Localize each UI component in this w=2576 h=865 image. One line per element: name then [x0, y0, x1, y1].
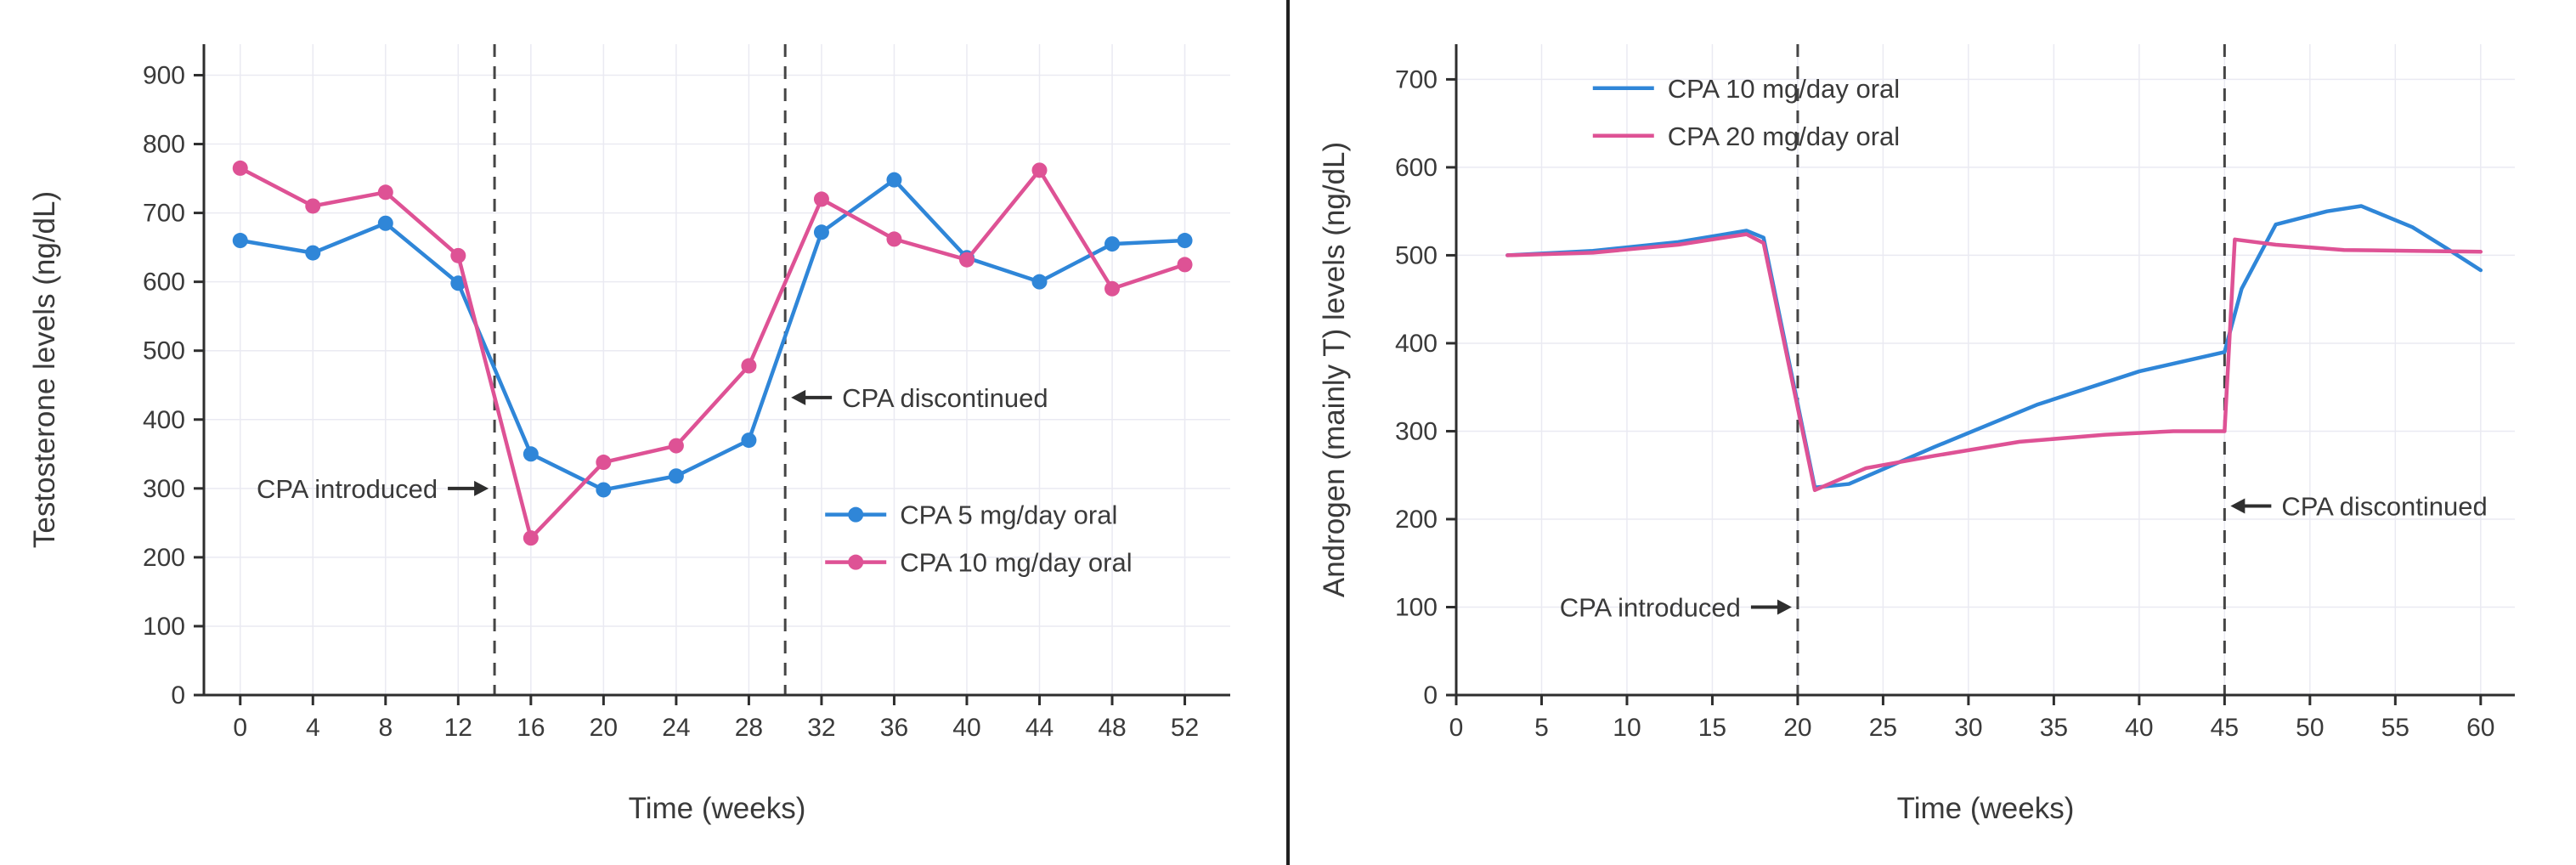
testosterone-chart-legend: CPA 5 mg/day oral CPA 10 mg/day oral [825, 500, 1133, 578]
svg-text:28: 28 [735, 714, 763, 742]
testosterone-chart-annotation-0: CPA introduced [257, 474, 489, 504]
svg-text:55: 55 [2381, 714, 2409, 742]
testosterone-chart-panel: 0 4 8 12 16 20 24 28 32 36 40 44 48 52 0 100 200 300 400 50… [0, 0, 1286, 865]
svg-text:700: 700 [1395, 65, 1438, 93]
androgen-chart-svg: 0 5 10 15 20 25 30 35 40 45 50 55 600100200300400500… [1318, 44, 2515, 825]
svg-text:44: 44 [1025, 714, 1054, 742]
svg-text:800: 800 [143, 131, 185, 159]
svg-text:400: 400 [1395, 330, 1438, 358]
svg-text:45: 45 [2211, 714, 2239, 742]
testosterone-chart-gridlines [204, 44, 1230, 695]
androgen-chart-ylabel: Androgen (mainly T) levels (ng/dL) [1318, 142, 1351, 597]
svg-text:900: 900 [143, 61, 185, 89]
svg-text:32: 32 [807, 714, 835, 742]
svg-text:52: 52 [1171, 714, 1199, 742]
testosterone-chart-svg: 0 4 8 12 16 20 24 28 32 36 40 44 48 52010020030040050… [28, 44, 1230, 825]
androgen-chart-legend-label-1: CPA 20 mg/day oral [1668, 122, 1900, 151]
svg-text:0: 0 [233, 714, 247, 742]
androgen-chart-series-0 [1505, 204, 2483, 489]
svg-text:12: 12 [444, 714, 472, 742]
svg-text:60: 60 [2466, 714, 2494, 742]
testosterone-chart-annotation-1: CPA discontinued [791, 383, 1048, 413]
svg-text:10: 10 [1613, 714, 1641, 742]
svg-text:35: 35 [2040, 714, 2068, 742]
svg-text:20: 20 [1783, 714, 1811, 742]
svg-text:0: 0 [1449, 714, 1464, 742]
androgen-chart-series-1 [1505, 232, 2483, 493]
testosterone-chart: 0 4 8 12 16 20 24 28 32 36 40 44 48 52010020030040050… [28, 44, 1230, 825]
testosterone-chart-series-1 [238, 166, 1187, 540]
testosterone-chart-tick-labels: 0 4 8 12 16 20 24 28 32 36 40 44 48 52010020030040050… [143, 61, 1199, 742]
svg-text:16: 16 [517, 714, 545, 742]
svg-text:20: 20 [590, 714, 618, 742]
svg-text:50: 50 [2296, 714, 2324, 742]
testosterone-chart-series-0 [238, 178, 1187, 492]
svg-text:8: 8 [378, 714, 393, 742]
svg-text:CPA discontinued: CPA discontinued [842, 383, 1048, 413]
panel-divider [1286, 0, 1290, 865]
svg-text:4: 4 [306, 714, 320, 742]
svg-text:30: 30 [1954, 714, 1982, 742]
svg-text:500: 500 [143, 337, 185, 365]
svg-text:200: 200 [143, 544, 185, 572]
svg-text:0: 0 [171, 681, 185, 710]
svg-text:CPA introduced: CPA introduced [1560, 592, 1741, 622]
androgen-chart-panel: 0 5 10 15 20 25 30 35 40 45 50 55 60 0 100 200 300 400 500… [1290, 0, 2576, 865]
svg-text:600: 600 [143, 269, 185, 297]
svg-text:15: 15 [1698, 714, 1726, 742]
svg-text:5: 5 [1534, 714, 1549, 742]
testosterone-chart-markers-1 [232, 160, 1193, 546]
svg-text:500: 500 [1395, 241, 1438, 269]
svg-text:300: 300 [143, 475, 185, 503]
svg-text:36: 36 [880, 714, 908, 742]
svg-text:600: 600 [1395, 154, 1438, 182]
testosterone-chart-markers-0 [232, 172, 1193, 498]
testosterone-chart-ylabel: Testosterone levels (ng/dL) [28, 191, 61, 548]
svg-text:CPA introduced: CPA introduced [257, 474, 438, 504]
svg-text:25: 25 [1869, 714, 1897, 742]
svg-text:48: 48 [1098, 714, 1126, 742]
androgen-chart-xlabel: Time (weeks) [1897, 792, 2075, 825]
svg-text:0: 0 [1423, 681, 1438, 710]
testosterone-chart-xlabel: Time (weeks) [629, 792, 806, 825]
svg-text:CPA discontinued: CPA discontinued [2281, 491, 2487, 521]
svg-text:700: 700 [143, 200, 185, 228]
androgen-chart-annotation-0: CPA introduced [1560, 592, 1792, 622]
svg-text:100: 100 [143, 613, 185, 641]
svg-text:40: 40 [952, 714, 980, 742]
androgen-chart-legend-label-0: CPA 10 mg/day oral [1668, 74, 1900, 104]
androgen-chart-annotation-1: CPA discontinued [2230, 491, 2488, 521]
svg-text:24: 24 [662, 714, 690, 742]
svg-text:400: 400 [143, 406, 185, 434]
androgen-chart-legend: CPA 10 mg/day oral CPA 20 mg/day oral [1592, 74, 1900, 151]
svg-text:200: 200 [1395, 506, 1438, 534]
testosterone-chart-legend-label-1: CPA 10 mg/day oral [900, 548, 1132, 578]
svg-text:40: 40 [2125, 714, 2153, 742]
androgen-chart-tick-labels: 0 5 10 15 20 25 30 35 40 45 50 55 600100200300400500… [1395, 65, 2495, 742]
testosterone-chart-legend-label-0: CPA 5 mg/day oral [900, 500, 1117, 530]
androgen-chart: 0 5 10 15 20 25 30 35 40 45 50 55 600100200300400500… [1318, 44, 2515, 825]
svg-text:100: 100 [1395, 593, 1438, 621]
svg-text:300: 300 [1395, 417, 1438, 445]
